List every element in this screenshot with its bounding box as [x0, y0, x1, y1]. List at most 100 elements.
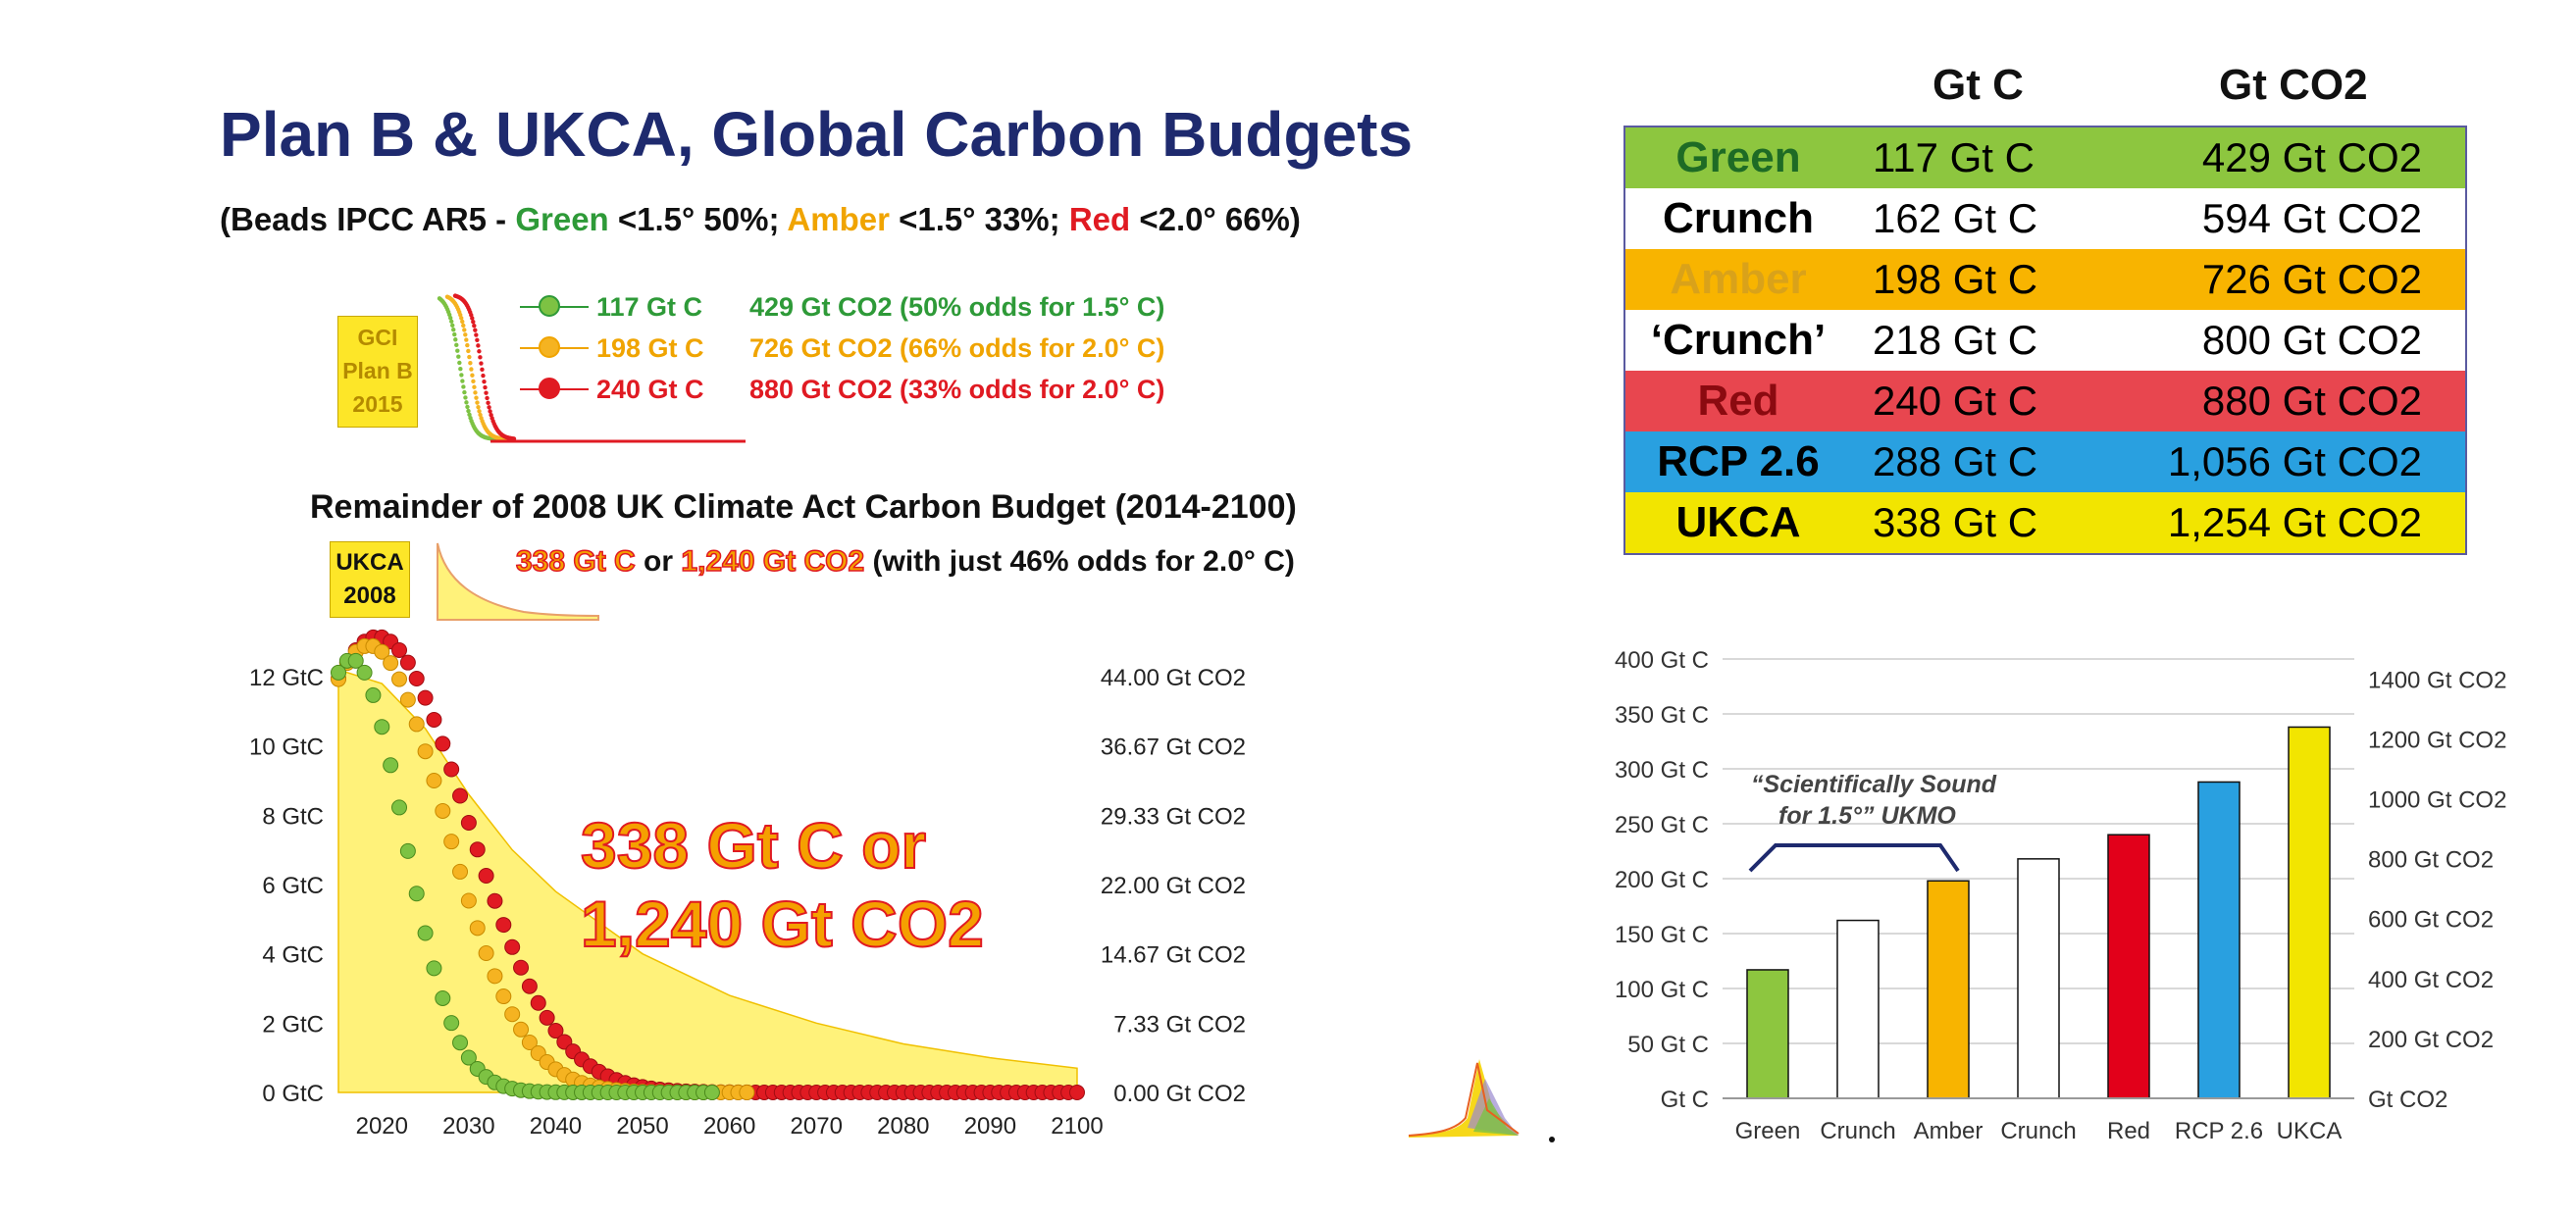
ukca-or: or [635, 545, 682, 578]
y-tick-right: 7.33 Gt CO2 [1113, 1011, 1246, 1038]
y-tick-right: 1400 Gt CO2 [2368, 667, 2506, 693]
x-tick: RCP 2.6 [2175, 1118, 2263, 1144]
thumb-point [476, 343, 481, 348]
series-point-green [356, 664, 373, 681]
series-point-red [513, 959, 530, 976]
y-tick-left: 0 GtC [262, 1081, 324, 1107]
y-tick-right: 1000 Gt CO2 [2368, 787, 2506, 814]
table-row: ‘Crunch’ 218 Gt C 800 Gt CO2 [1624, 310, 2466, 371]
gci-thumbnail-curves [437, 293, 746, 443]
page-title: Plan B & UKCA, Global Carbon Budgets [220, 99, 1414, 170]
series-point-green [374, 719, 390, 735]
y-tick-left: 4 GtC [262, 942, 324, 969]
y-tick-left: 12 GtC [249, 665, 324, 691]
thumb-point [477, 409, 482, 414]
series-point-amber [487, 968, 503, 985]
thumb-point [475, 400, 480, 405]
y-tick-right: 22.00 Gt CO2 [1101, 873, 1246, 899]
subtitle-prefix: (Beads IPCC AR5 - [220, 201, 516, 237]
thumb-point [484, 390, 489, 395]
table-header-gtc: Gt C [1932, 61, 2024, 109]
series-point-amber [521, 1035, 538, 1051]
thumb-point [487, 405, 491, 410]
thumb-point [483, 384, 488, 390]
table-row: Green 117 Gt C 429 Gt CO2 [1624, 127, 2466, 188]
thumb-point [465, 404, 470, 410]
thumb-point [454, 342, 459, 348]
table-cell-label: Red [1697, 377, 1779, 425]
series-point-green [347, 652, 364, 669]
table-cell-gtc: 240 Gt C [1873, 378, 2038, 424]
thumb-point [474, 395, 479, 400]
thumb-point [453, 337, 458, 342]
series-point-amber [426, 772, 442, 788]
y-tick-left: 6 GtC [262, 873, 324, 899]
series-point-red [460, 814, 477, 831]
legend-gtc: 117 Gt C [596, 292, 703, 322]
thumb-point [447, 315, 453, 321]
thumb-point [467, 412, 472, 418]
y-tick-right: 800 Gt CO2 [2368, 847, 2494, 874]
bar-red [2107, 834, 2150, 1099]
y-tick-right: 36.67 Gt CO2 [1101, 735, 1246, 761]
table-cell-co2: 594 Gt CO2 [2201, 195, 2422, 241]
table-cell-label: ‘Crunch’ [1650, 316, 1827, 364]
series-point-red [452, 787, 469, 804]
bar-ukca [2288, 726, 2331, 1099]
x-tick: 2030 [442, 1113, 494, 1140]
ukca-badge-line2: 2008 [343, 583, 396, 609]
x-tick: 2080 [877, 1113, 929, 1140]
x-tick: Green [1735, 1118, 1801, 1144]
thumb-point [482, 379, 487, 384]
x-tick: 2050 [616, 1113, 668, 1140]
carbon-budget-table: Green 117 Gt C 429 Gt CO2 Crunch 162 Gt C 594… [1623, 126, 2467, 555]
thumb-point [456, 354, 461, 359]
series-point-red [469, 841, 486, 858]
legend-marker [539, 295, 560, 317]
series-point-amber [513, 1021, 530, 1038]
series-point-red [547, 1023, 564, 1039]
y-tick-left: 8 GtC [262, 803, 324, 830]
x-tick: 2100 [1051, 1113, 1103, 1140]
thumb-point [473, 390, 478, 395]
series-point-red [530, 994, 546, 1011]
thumb-point [466, 348, 471, 354]
series-point-red [391, 641, 408, 658]
y-tick-left: 250 Gt C [1615, 812, 1709, 838]
series-point-amber [495, 988, 512, 1005]
thumb-point [472, 324, 477, 329]
bar-rcp-2.6 [2197, 781, 2241, 1099]
series-point-green [435, 989, 451, 1006]
x-tick: 2060 [703, 1113, 755, 1140]
series-point-red [539, 1009, 555, 1026]
y-tick-right: 1200 Gt CO2 [2368, 727, 2506, 753]
y-tick-right: 400 Gt CO2 [2368, 967, 2494, 993]
thumb-point [469, 367, 474, 372]
subtitle-green-value: <1.5° 50%; [608, 201, 788, 237]
thumb-point [477, 349, 482, 354]
legend-co2: 726 Gt CO2 (66% odds for 2.0° C) [749, 333, 1165, 363]
thumb-point [474, 332, 479, 337]
thumb-point [473, 328, 478, 332]
table-cell-gtc: 338 Gt C [1873, 499, 2038, 545]
thumb-point [478, 355, 483, 360]
table-cell-label: RCP 2.6 [1657, 437, 1820, 485]
legend-marker [539, 336, 560, 358]
gci-badge-line3: 2015 [352, 391, 403, 417]
table-cell-co2: 880 Gt CO2 [2201, 378, 2422, 424]
gci-badge-line2: Plan B [342, 358, 413, 383]
thumb-point [470, 316, 475, 321]
series-point-amber [399, 691, 416, 708]
thumb-point [472, 384, 477, 389]
thumb-point [461, 323, 466, 329]
thumb-point [489, 412, 493, 418]
ukca-budget-line: 338 Gt C or 1,240 Gt CO2 (with just 46% … [515, 544, 1295, 579]
thumb-point [478, 412, 483, 418]
thumb-point [458, 366, 463, 372]
series-point-green [399, 842, 416, 859]
series-point-red [504, 938, 521, 955]
y-tick-right: 200 Gt CO2 [2368, 1027, 2494, 1053]
series-point-green [391, 799, 408, 816]
annotation-bracket [1748, 843, 1960, 873]
table-cell-gtc: 117 Gt C [1873, 134, 2035, 180]
